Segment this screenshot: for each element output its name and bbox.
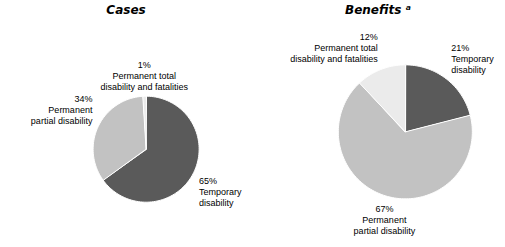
svg-text:67%Permanentpartial disability: 67%Permanentpartial disability bbox=[354, 204, 416, 236]
html-text:Cases: Cases bbox=[106, 3, 146, 17]
svg-text:34%Permanentpartial disability: 34%Permanentpartial disability bbox=[31, 94, 93, 126]
svg-text:65%Temporarydisability: 65%Temporarydisability bbox=[199, 176, 242, 208]
svg-text:1%Permanent totaldisability an: 1%Permanent totaldisability and fataliti… bbox=[100, 60, 188, 92]
svg-text:12%Permanent totaldisability a: 12%Permanent totaldisability and fatalit… bbox=[290, 32, 378, 64]
svg-text:21%Temporarydisability: 21%Temporarydisability bbox=[451, 43, 494, 75]
html-text:Benefits ᵃ: Benefits ᵃ bbox=[345, 3, 411, 17]
